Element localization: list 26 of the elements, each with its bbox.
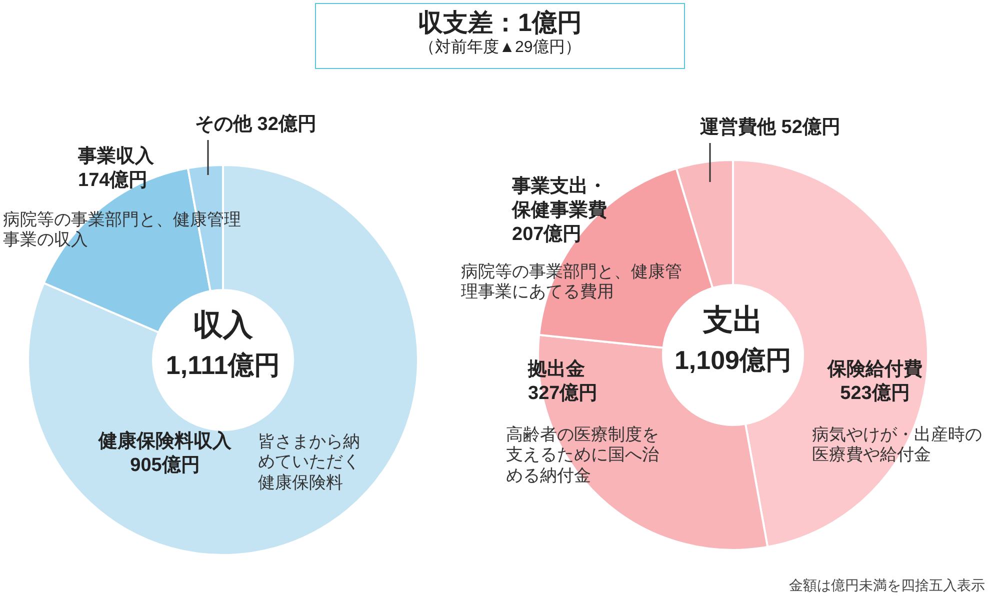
text: 皆さまから納めていただく健康保険料 [258,432,361,494]
text: 病院等の事業部門と、健康管理事業にあてる費用 [461,262,683,303]
text: 1,111億円 [164,350,282,382]
text: 収入 [192,308,254,344]
text: 1,109億円 [673,345,793,376]
slice-label: 事業支出・保健事業費 [512,176,607,221]
slice-label: 保険給付費 [828,359,922,380]
text: 金額は億円未満を四捨五入表示 [789,577,985,594]
data-label: 207億円 [512,224,582,244]
data-label: 52億円 [781,117,840,138]
text: 支出 [702,303,764,339]
data-label: 523億円 [840,382,910,404]
text: （対前年度▲29億円） [418,38,582,58]
slice-label: 拠出金 [528,359,585,380]
data-label: 327億円 [528,382,598,404]
slice-label: 健康保険料収入 [98,431,232,452]
text: 収支差：1億円 [417,8,583,38]
slice-label: その他 [195,114,252,135]
data-label: 905億円 [130,454,200,476]
data-label: 32億円 [257,114,316,135]
slice-label: 運営費他 [700,117,776,138]
text: 病気やけが・出産時の医療費や給付金 [812,425,983,466]
slice-label: 事業収入 [78,146,154,167]
data-label: 174億円 [78,170,148,191]
text: 高齢者の医療制度を支えるために国へ治める納付金 [506,425,660,486]
text: 病院等の事業部門と、健康管理事業の収入 [3,210,242,251]
